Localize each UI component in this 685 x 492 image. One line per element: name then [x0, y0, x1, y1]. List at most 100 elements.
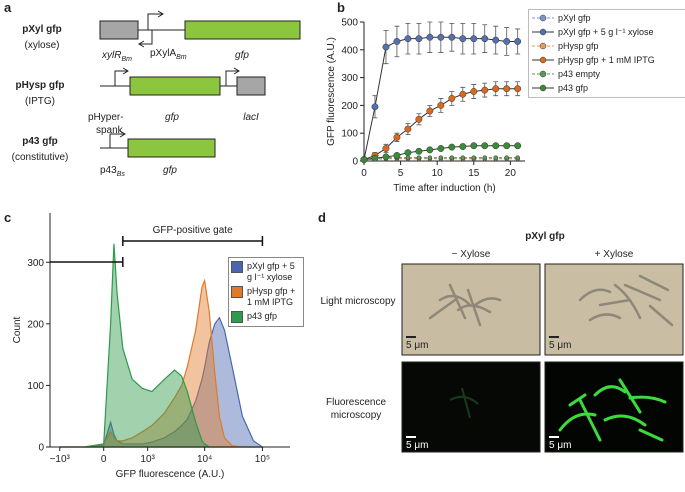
legend-label: pHysp gfp + 1 mM IPTG: [558, 55, 655, 65]
data-point: [426, 33, 434, 41]
legend-label: p43 gfp: [558, 83, 589, 93]
data-point: [514, 85, 522, 93]
data-point: [514, 38, 522, 45]
legend-entry: pHysp gfp: [531, 41, 683, 52]
x-tick-label: 10⁵: [255, 454, 270, 465]
legend-swatch: [231, 261, 243, 273]
microscopy-panel: pXyl gfp − Xylose + Xylose 5 μm 5 μm 5 μ…: [401, 231, 684, 453]
microscopy-title: pXyl gfp: [525, 231, 564, 242]
data-point: [492, 142, 500, 150]
data-point: [481, 86, 489, 94]
legend-entry: pXyl gfp: [531, 13, 683, 24]
data-point: [503, 38, 511, 45]
row-label: Light microscopy: [320, 296, 396, 307]
y-tick-label: 300: [27, 258, 44, 269]
legend-label: pXyl gfp + 5 g l⁻¹ xylose: [247, 261, 295, 282]
gate-label: GFP-positive gate: [153, 225, 233, 236]
data-point: [459, 143, 467, 150]
panel-label: d: [318, 210, 326, 225]
data-point: [393, 38, 401, 45]
data-point: [449, 155, 455, 160]
panel-label: c: [4, 210, 11, 225]
gene-box: [129, 76, 221, 96]
data-point: [493, 155, 498, 160]
data-point: [393, 151, 401, 159]
construct-diagrams: pXyl gfp (xylose) xylRBm pXylABm gfp pHy…: [12, 10, 301, 178]
construct-name: p43 gfp: [22, 136, 58, 147]
data-point: [360, 156, 368, 164]
fluorescence-image: [401, 361, 541, 453]
data-point: [405, 155, 411, 160]
gene-box: [127, 138, 216, 158]
legend-marker: [532, 28, 554, 36]
legend-dot: [539, 14, 547, 22]
scale-bar-label: 5 μm: [549, 340, 571, 351]
data-point: [426, 107, 434, 115]
x-tick-label: −10³: [50, 454, 71, 465]
y-tick-label: 200: [341, 101, 358, 112]
y-tick-label: 100: [27, 381, 44, 392]
x-tick-label: 20: [505, 168, 517, 179]
legend-entry: pXyl gfp + 5 g l⁻¹ xylose: [531, 27, 683, 38]
data-point: [448, 143, 456, 151]
y-tick-label: 0: [352, 157, 358, 168]
x-tick-label: 5: [398, 168, 404, 179]
legend-dot: [539, 56, 547, 64]
legend-label: pXyl gfp: [558, 13, 591, 23]
y-tick-label: 300: [341, 73, 358, 84]
promoter-arrow: [225, 67, 240, 86]
legend-entry: pXyl gfp + 5 g l⁻¹ xylose: [231, 261, 301, 283]
construct-inducer: (xylose): [24, 40, 59, 51]
y-tick-label: 400: [341, 45, 358, 56]
data-point: [470, 35, 478, 43]
x-tick-label: 0: [101, 454, 107, 465]
part-label: gfp: [235, 50, 249, 61]
y-axis-label: GFP fluorescence (A.U.): [326, 37, 337, 146]
legend-swatch: [231, 286, 243, 298]
legend-marker: [532, 56, 554, 64]
density-area: [59, 316, 265, 448]
light-image: [544, 263, 684, 356]
light-image: [401, 263, 541, 356]
x-axis-label: GFP fluorescence (A.U.): [116, 469, 225, 480]
data-point: [470, 142, 478, 150]
row-label: Fluorescence microscopy: [325, 397, 387, 421]
fluorescence-image: [544, 361, 684, 453]
legend-label: pHysp gfp: [558, 41, 599, 51]
scale-bars: [406, 336, 559, 438]
legend-label: p43 empty: [558, 69, 601, 79]
construct-name: pXyl gfp: [22, 24, 61, 35]
cells: [428, 274, 674, 327]
legend: pXyl gfp + 5 g l⁻¹ xylose pHysp gfp + 1 m…: [228, 257, 304, 327]
panel-label: a: [4, 0, 12, 15]
legend: pXyl gfp pXyl gfp + 5 g l⁻¹ xylose pHysp g…: [528, 9, 685, 98]
data-point: [492, 85, 500, 93]
legend-label: pXyl gfp + 5 g l⁻¹ xylose: [558, 27, 654, 37]
y-tick-label: 0: [38, 443, 44, 454]
promoter-arrow: [109, 130, 126, 148]
data-point: [514, 142, 522, 150]
data-point: [382, 43, 390, 51]
data-point: [404, 35, 412, 43]
panel-label: b: [337, 0, 345, 15]
part-label: pHyper-: [88, 112, 124, 123]
data-point: [416, 155, 422, 160]
data-point: [460, 155, 466, 160]
data-point: [492, 36, 500, 44]
data-point: [470, 88, 478, 95]
part-label: gfp: [165, 112, 179, 123]
cells: [558, 378, 667, 442]
x-tick-label: 10: [432, 168, 444, 179]
data-point: [404, 125, 412, 133]
scale-bar-label: 5 μm: [406, 340, 428, 351]
part-label: xylRBm: [101, 50, 132, 63]
legend-entry: p43 empty: [531, 69, 683, 80]
legend-dot: [539, 28, 547, 36]
data-point: [371, 154, 379, 162]
legend-dot: [539, 84, 547, 92]
data-point: [504, 155, 509, 160]
legend-marker: [532, 14, 554, 22]
legend-marker: [532, 70, 554, 78]
